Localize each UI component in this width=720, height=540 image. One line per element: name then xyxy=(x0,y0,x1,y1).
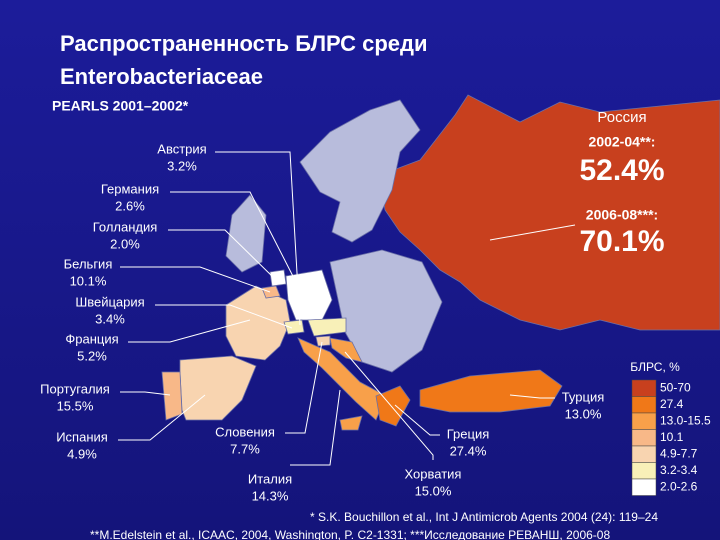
legend: 50-70 27.4 13.0-15.5 10.1 4.9-7.7 3.2-3.4 2.0-… xyxy=(631,379,711,496)
leader-lines xyxy=(118,151,576,466)
country-name: Франция xyxy=(65,331,118,346)
slovenia-shape xyxy=(315,335,331,347)
leader-line xyxy=(509,394,555,399)
country-value: 14.3% xyxy=(252,488,289,503)
croatia-shape xyxy=(329,337,363,363)
russia-value: 52.4% xyxy=(579,154,664,187)
map xyxy=(161,94,720,431)
russia-name: Россия xyxy=(597,109,646,126)
legend-label: 4.9-7.7 xyxy=(660,446,698,460)
legend-label: 13.0-15.5 xyxy=(660,413,711,427)
subtitle: PEARLS 2001–2002* xyxy=(52,98,189,114)
leader-line xyxy=(489,224,576,241)
switzerland-shape xyxy=(283,319,305,335)
leader-line xyxy=(120,266,271,293)
legend-swatch xyxy=(631,379,657,397)
country-name: Швейцария xyxy=(75,294,144,309)
country-name: Португалия xyxy=(40,381,110,396)
scandinavia-shape xyxy=(299,99,421,243)
country-name: Австрия xyxy=(157,141,206,156)
country-name: Германия xyxy=(101,181,159,196)
country-value: 15.0% xyxy=(415,483,452,498)
leader-line xyxy=(290,389,341,466)
country-value: 10.1% xyxy=(70,273,107,288)
legend-swatch xyxy=(631,412,657,430)
portugal-shape xyxy=(161,371,183,421)
netherlands-shape xyxy=(269,269,287,287)
country-value: 13.0% xyxy=(565,406,602,421)
country-value: 3.2% xyxy=(167,158,197,173)
austria-shape xyxy=(307,317,347,337)
country-name: Бельгия xyxy=(64,256,113,271)
leader-line xyxy=(128,319,251,343)
title-line: Enterobacteriaceae xyxy=(60,64,263,89)
country-name: Турция xyxy=(562,389,605,404)
country-name: Словения xyxy=(215,424,275,439)
leader-line xyxy=(120,391,171,396)
country-value: 2.0% xyxy=(110,236,140,251)
country-value: 4.9% xyxy=(67,446,97,461)
country-name: Испания xyxy=(56,429,108,444)
legend-swatch xyxy=(631,445,657,463)
country-value: 2.6% xyxy=(115,198,145,213)
leader-line xyxy=(118,394,206,441)
legend-swatch xyxy=(631,396,657,414)
legend-label: 3.2-3.4 xyxy=(660,463,698,477)
country-name: Хорватия xyxy=(405,466,462,481)
leader-line xyxy=(394,404,440,436)
legend-label: 2.0-2.6 xyxy=(660,479,698,493)
country-value: 27.4% xyxy=(450,443,487,458)
title-line: Распространенность БЛРС среди xyxy=(60,31,428,56)
country-value: 7.7% xyxy=(230,441,260,456)
legend-title: БЛРС, % xyxy=(630,360,680,374)
russia-value: 70.1% xyxy=(579,225,664,258)
leader-line xyxy=(344,351,434,460)
country-value: 5.2% xyxy=(77,348,107,363)
legend-swatch xyxy=(631,429,657,447)
footnote: **M.Edelstein et al., ICAAC, 2004, Washi… xyxy=(90,528,610,540)
country-value: 15.5% xyxy=(57,398,94,413)
legend-label: 50-70 xyxy=(660,380,691,394)
turkey-shape xyxy=(419,369,563,413)
greece-shape xyxy=(375,385,411,427)
leader-line xyxy=(168,229,277,281)
leader-line xyxy=(170,191,301,291)
country-name: Голландия xyxy=(93,219,158,234)
leader-line xyxy=(215,151,301,326)
russia-period: 2006-08***: xyxy=(586,207,658,223)
country-name: Италия xyxy=(248,471,292,486)
leader-line xyxy=(285,341,323,434)
russia-period: 2002-04**: xyxy=(589,134,656,150)
country-name: Греция xyxy=(447,426,490,441)
legend-swatch xyxy=(631,478,657,496)
legend-label: 10.1 xyxy=(660,430,684,444)
country-labels: Австрия 3.2% Германия 2.6% Голландия 2.0% Бель… xyxy=(40,141,604,503)
russia-shape xyxy=(379,94,720,331)
legend-swatch xyxy=(631,462,657,480)
belgium-shape xyxy=(261,285,281,299)
uk-shape xyxy=(225,194,267,273)
leader-line xyxy=(155,304,293,329)
sicily-shape xyxy=(339,415,363,431)
legend-label: 27.4 xyxy=(660,397,684,411)
country-value: 3.4% xyxy=(95,311,125,326)
footnote: * S.K. Bouchillon et al., Int J Antimicr… xyxy=(310,510,658,524)
